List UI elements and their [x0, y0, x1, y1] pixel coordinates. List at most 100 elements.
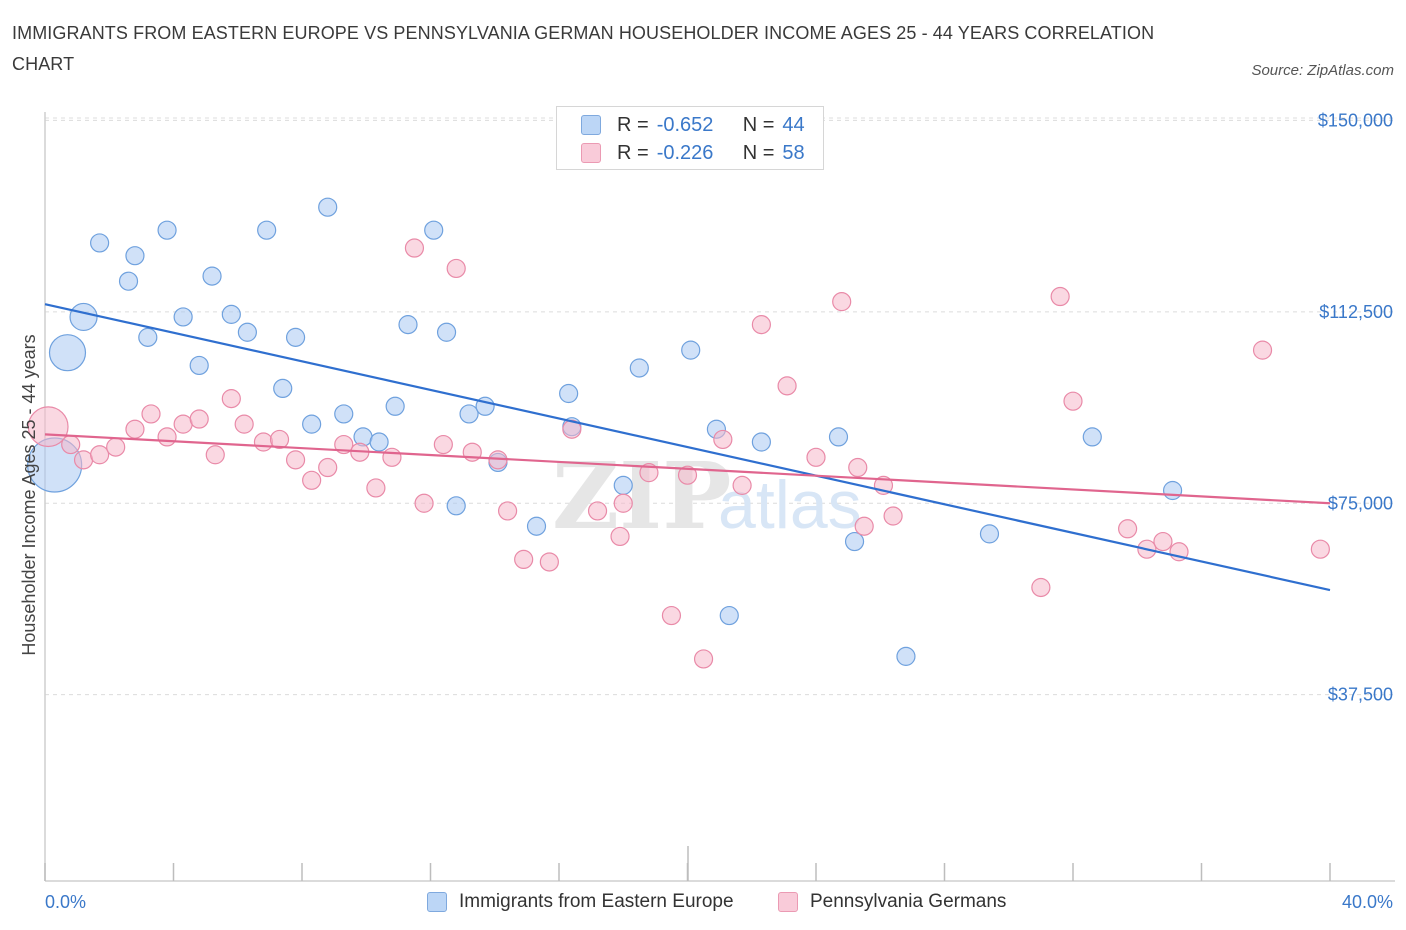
point-eastern-europe: [385, 396, 405, 416]
y-tick-labels: $150,000 $112,500 $75,000 $37,500: [1318, 110, 1393, 704]
point-pennsylvania-germans: [106, 437, 126, 457]
point-pennsylvania-germans: [562, 419, 582, 439]
point-pennsylvania-germans: [1252, 340, 1273, 360]
point-eastern-europe: [138, 327, 158, 347]
point-eastern-europe: [173, 307, 193, 327]
point-pennsylvania-germans: [27, 406, 69, 448]
point-eastern-europe: [629, 358, 649, 378]
point-eastern-europe: [526, 516, 547, 536]
point-pennsylvania-germans: [382, 447, 402, 467]
point-eastern-europe: [369, 432, 389, 452]
point-pennsylvania-germans: [189, 409, 209, 429]
point-pennsylvania-germans: [777, 376, 797, 396]
point-pennsylvania-germans: [1063, 391, 1083, 411]
point-pennsylvania-germans: [806, 447, 826, 467]
bottom-legend-label: Immigrants from Eastern Europe: [459, 891, 734, 912]
point-eastern-europe: [189, 355, 209, 376]
point-pennsylvania-germans: [285, 450, 306, 470]
point-eastern-europe: [202, 266, 222, 286]
point-eastern-europe: [237, 322, 257, 342]
point-pennsylvania-germans: [90, 445, 110, 465]
point-pennsylvania-germans: [269, 429, 290, 450]
point-eastern-europe: [157, 220, 177, 240]
gridlines: [45, 117, 1395, 696]
point-pennsylvania-germans: [883, 506, 903, 526]
point-pennsylvania-germans: [221, 389, 241, 409]
point-eastern-europe: [751, 432, 771, 452]
source-label: Source: ZipAtlas.com: [1251, 62, 1394, 79]
point-eastern-europe: [844, 531, 865, 552]
legend-r-label: R =: [617, 141, 649, 164]
y-axis-label: Householder Income Ages 25 - 44 years: [19, 334, 39, 655]
legend-r-value: -0.652: [656, 113, 714, 136]
legend-row-eastern-europe: R = -0.652 N = 44: [581, 113, 805, 137]
point-pennsylvania-germans: [366, 478, 386, 498]
point-pennsylvania-germans: [433, 434, 453, 455]
point-eastern-europe: [273, 378, 293, 399]
point-eastern-europe: [90, 233, 110, 253]
point-pennsylvania-germans: [751, 315, 771, 335]
legend-n-value: 58: [782, 141, 805, 164]
legend-swatch-blue: [581, 115, 601, 135]
point-pennsylvania-germans: [73, 450, 94, 470]
x-tick-label: 0.0%: [45, 892, 86, 912]
point-eastern-europe: [69, 302, 98, 332]
point-eastern-europe: [285, 327, 306, 347]
point-eastern-europe: [896, 646, 916, 666]
y-tick-label: $150,000: [1318, 110, 1393, 130]
legend-r-value: -0.226: [656, 141, 714, 164]
point-eastern-europe: [719, 605, 739, 626]
point-eastern-europe: [681, 340, 701, 360]
point-pennsylvania-germans: [1153, 531, 1173, 552]
trend-lines: [44, 303, 1331, 592]
point-pennsylvania-germans: [1050, 286, 1070, 307]
point-eastern-europe: [48, 334, 87, 372]
point-eastern-europe: [559, 383, 579, 404]
y-tick-label: $112,500: [1319, 302, 1393, 322]
point-eastern-europe: [398, 315, 418, 335]
y-tick-label: $75,000: [1328, 493, 1393, 513]
point-pennsylvania-germans: [498, 501, 518, 521]
chart-title: IMMIGRANTS FROM EASTERN EUROPE VS PENNSY…: [12, 23, 1155, 74]
point-eastern-europe: [979, 524, 1000, 544]
point-pennsylvania-germans: [661, 605, 682, 626]
bottom-legend-swatch-blue: [427, 892, 447, 912]
point-eastern-europe: [446, 496, 466, 516]
point-eastern-europe: [221, 304, 241, 324]
point-eastern-europe: [257, 220, 277, 240]
point-pennsylvania-germans: [677, 465, 698, 485]
point-pennsylvania-germans: [446, 258, 466, 279]
point-eastern-europe: [1162, 480, 1183, 501]
point-eastern-europe: [318, 197, 338, 217]
stats-legend: R = -0.652 N = 44 R = -0.226 N = 58: [556, 106, 824, 170]
point-pennsylvania-germans: [610, 526, 630, 547]
point-pennsylvania-germans: [234, 414, 254, 434]
point-pennsylvania-germans: [587, 501, 608, 521]
point-pennsylvania-germans: [318, 457, 338, 478]
watermark-zip: ZIP: [552, 442, 731, 550]
point-pennsylvania-germans: [539, 552, 559, 572]
point-eastern-europe: [828, 427, 849, 447]
point-eastern-europe: [1082, 427, 1102, 447]
point-pennsylvania-germans: [1310, 539, 1330, 559]
point-eastern-europe: [302, 414, 322, 434]
point-pennsylvania-germans: [854, 516, 874, 536]
trend-line-eastern-europe: [44, 303, 1331, 592]
point-pennsylvania-germans: [1031, 577, 1051, 598]
bottom-legend-eastern-europe: Immigrants from Eastern Europe: [427, 889, 734, 915]
point-eastern-europe: [436, 322, 457, 342]
point-pennsylvania-germans: [125, 419, 145, 439]
point-pennsylvania-germans: [141, 404, 161, 424]
point-pennsylvania-germans: [848, 457, 868, 478]
point-pennsylvania-germans: [1118, 519, 1138, 539]
point-pennsylvania-germans: [302, 470, 322, 490]
point-pennsylvania-germans: [205, 445, 225, 465]
point-pennsylvania-germans: [514, 549, 534, 570]
point-pennsylvania-germans: [404, 238, 425, 258]
legend-row-pennsylvania-germans: R = -0.226 N = 58: [581, 141, 805, 165]
point-eastern-europe: [459, 404, 479, 424]
point-pennsylvania-germans: [61, 434, 81, 455]
legend-n-label: N =: [742, 113, 775, 136]
x-tick-label: 40.0%: [1342, 892, 1393, 912]
